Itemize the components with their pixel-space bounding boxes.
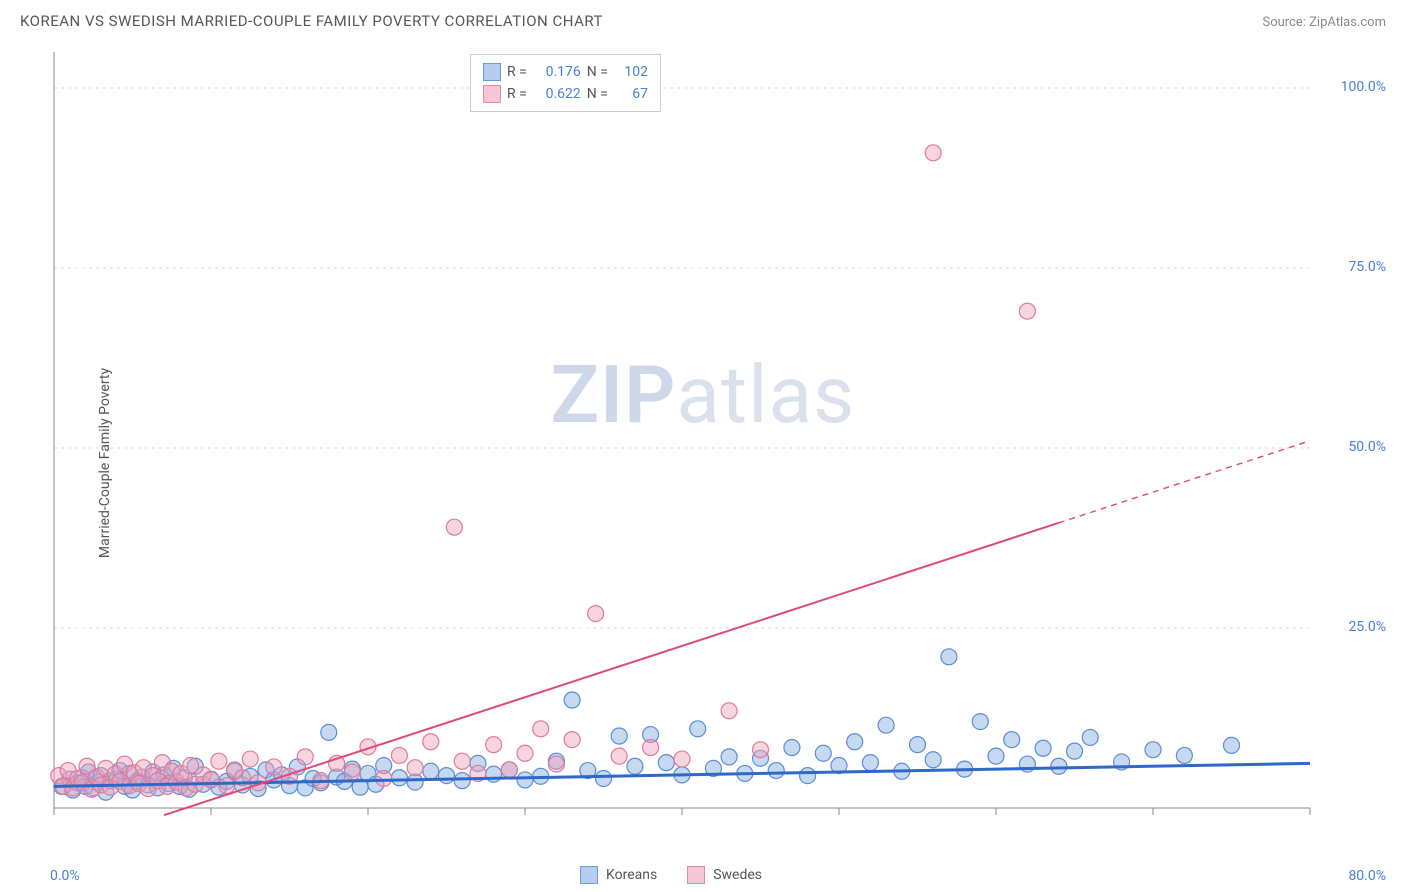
scatter-plot xyxy=(50,48,1370,838)
legend-item-koreans: Koreans xyxy=(580,866,657,884)
r-label: R = xyxy=(507,61,527,83)
legend-swatch-swedes xyxy=(687,866,705,884)
legend-swatch-koreans xyxy=(580,866,598,884)
n-label: N = xyxy=(587,83,608,105)
series-legend: Koreans Swedes xyxy=(580,866,762,884)
r-value-koreans: 0.176 xyxy=(533,61,581,83)
correlation-legend: R = 0.176 N = 102 R = 0.622 N = 67 xyxy=(470,54,661,112)
y-tick-label: 100.0% xyxy=(1341,79,1386,95)
n-label: N = xyxy=(587,61,608,83)
legend-item-swedes: Swedes xyxy=(687,866,762,884)
chart-title: KOREAN VS SWEDISH MARRIED-COUPLE FAMILY … xyxy=(20,12,603,30)
r-label: R = xyxy=(507,83,527,105)
legend-row-koreans: R = 0.176 N = 102 xyxy=(483,61,648,83)
x-axis-max-label: 80.0% xyxy=(1348,868,1386,884)
legend-swatch-koreans xyxy=(483,63,501,81)
legend-swatch-swedes xyxy=(483,85,501,103)
r-value-swedes: 0.622 xyxy=(533,83,581,105)
y-tick-label: 75.0% xyxy=(1348,259,1386,275)
chart-header: KOREAN VS SWEDISH MARRIED-COUPLE FAMILY … xyxy=(0,0,1406,38)
n-value-koreans: 102 xyxy=(614,61,648,83)
y-tick-label: 50.0% xyxy=(1348,439,1386,455)
legend-label-swedes: Swedes xyxy=(713,867,762,883)
chart-source: Source: ZipAtlas.com xyxy=(1262,15,1386,30)
chart-container: Married-Couple Family Poverty ZIPatlas R… xyxy=(0,38,1406,888)
legend-label-koreans: Koreans xyxy=(606,867,657,883)
y-tick-label: 25.0% xyxy=(1348,619,1386,635)
n-value-swedes: 67 xyxy=(614,83,648,105)
legend-row-swedes: R = 0.622 N = 67 xyxy=(483,83,648,105)
x-axis-min-label: 0.0% xyxy=(50,868,80,884)
